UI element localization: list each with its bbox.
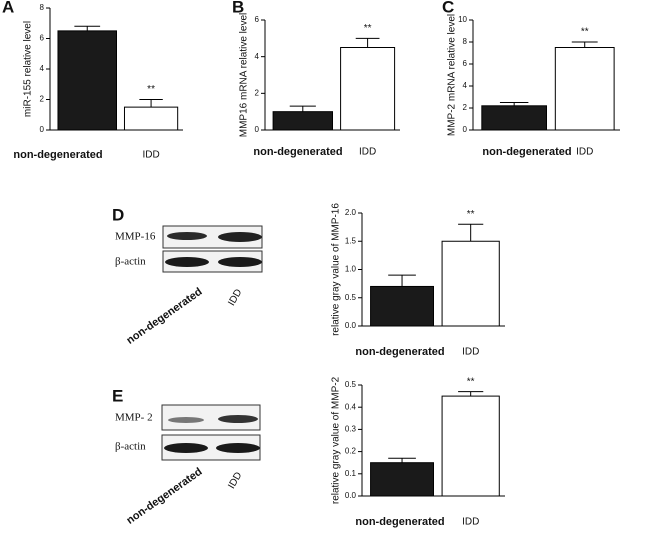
y-tick-label: 6 [255,15,260,24]
blot-band [167,232,207,240]
x-tick-label: IDD [359,147,376,158]
bar [481,105,548,131]
blot-band [218,257,262,267]
panel-letter: D [112,205,124,224]
x-tick-label: non-degenerated [13,149,102,161]
lane-label: IDD [226,470,244,490]
blot-band [218,232,262,242]
lane-label: IDD [226,287,244,307]
annotation: ** [147,84,155,95]
y-tick-label: 10 [458,15,467,24]
y-tick-label: 1.0 [345,265,357,274]
annotation: ** [467,209,475,220]
bar [340,47,396,131]
annotation: ** [467,376,475,387]
blot-band [216,443,260,453]
y-axis-label: relative gray value of MMP-16 [331,203,342,336]
panel-letter: E [112,386,123,405]
y-tick-label: 0.3 [345,425,357,434]
bar [441,395,500,497]
x-tick-label: non-degenerated [253,146,342,158]
y-tick-label: 0 [40,125,45,134]
y-tick-label: 1.5 [345,236,357,245]
y-tick-label: 6 [40,34,45,43]
y-tick-label: 2 [40,95,45,104]
y-tick-label: 0.5 [345,380,357,389]
y-tick-label: 0.4 [345,402,357,411]
blot-band [165,257,209,267]
lane-label: non-degenerated [125,466,205,527]
x-tick-label: non-degenerated [355,346,444,358]
y-axis-label: MMP16 mRNA relative level [239,13,250,137]
y-tick-label: 2 [255,88,260,97]
y-tick-label: 0 [255,125,260,134]
y-tick-label: 8 [463,37,468,46]
y-tick-label: 0.1 [345,469,357,478]
annotation: ** [581,27,589,38]
x-tick-label: IDD [462,517,479,528]
y-tick-label: 2.0 [345,208,357,217]
blot-row-label: β-actin [115,441,146,453]
blot-band [168,417,204,423]
x-tick-label: non-degenerated [355,516,444,528]
y-axis-label: relative gray value of MMP-2 [331,376,342,504]
x-tick-label: IDD [462,347,479,358]
blot-d: D MMP-16 β-actin non-degenerated IDD [112,205,263,347]
bar [370,285,434,327]
y-tick-label: 0 [463,125,468,134]
y-tick-label: 4 [463,81,468,90]
x-tick-label: non-degenerated [482,146,571,158]
y-axis-label: miR-155 relative level [23,21,34,117]
panel-letter: B [232,0,244,16]
bar [272,111,334,131]
x-tick-label: IDD [142,150,159,161]
blot-row-label: MMP-16 [115,231,156,243]
y-tick-label: 2 [463,103,468,112]
y-tick-label: 4 [255,52,260,61]
y-tick-label: 6 [463,59,468,68]
y-tick-label: 4 [40,64,45,73]
y-tick-label: 8 [40,3,45,12]
bar [57,30,117,131]
y-tick-label: 0.0 [345,491,357,500]
blot-band [164,443,208,453]
y-tick-label: 0.2 [345,447,357,456]
y-tick-label: 0.0 [345,321,357,330]
y-tick-label: 0.5 [345,293,357,302]
blot-e: E MMP- 2 β-actin non-degenerated IDD [112,386,261,527]
blot-row-label: β-actin [115,256,146,268]
blot-band [218,415,258,423]
panel-letter: A [2,0,14,16]
blot-row-label: MMP- 2 [115,412,153,424]
x-tick-label: IDD [576,147,593,158]
bar [123,106,179,131]
y-axis-label: MMP-2 mRNA relative level [447,14,458,136]
bar [370,462,434,497]
annotation: ** [364,23,372,34]
lane-label: non-degenerated [125,286,205,347]
bar [441,240,500,327]
bar [554,47,615,131]
panel-letter: C [442,0,454,16]
